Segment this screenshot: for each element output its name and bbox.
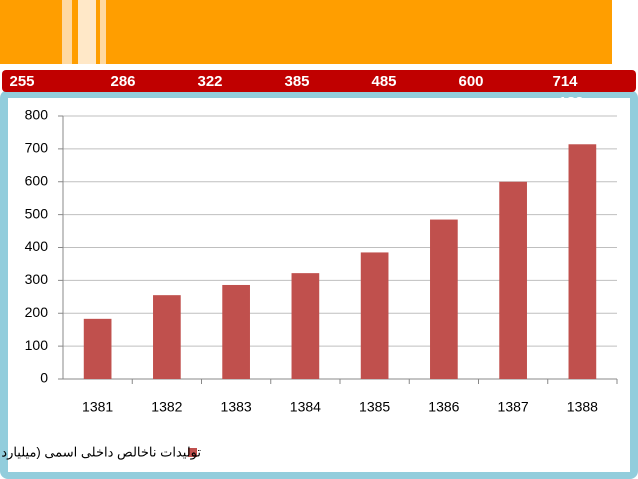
legend-label: تولیدات ناخالص داخلی اسمی (میلیارد افغان… (0, 444, 201, 460)
band-value: 714 (552, 73, 578, 90)
x-tick-label: 1388 (567, 399, 598, 415)
y-tick-label: 200 (25, 304, 49, 320)
y-tick-label: 600 (25, 172, 49, 188)
x-tick-label: 1385 (359, 399, 390, 415)
x-tick-label: 1387 (498, 399, 529, 415)
y-tick-label: 300 (25, 271, 49, 287)
bar (499, 181, 527, 379)
stripe (100, 0, 106, 64)
band-value: 600 (458, 73, 483, 90)
legend-swatch (188, 448, 197, 457)
stripe (62, 0, 72, 64)
y-tick-label: 400 (25, 238, 49, 254)
bar (291, 273, 320, 379)
x-tick-label: 1384 (290, 399, 321, 415)
y-tick-label: 800 (25, 107, 49, 123)
bar (83, 318, 112, 379)
x-tick-label: 1381 (82, 399, 113, 415)
band-value: 183 (558, 94, 583, 111)
band-value: 322 (197, 73, 222, 90)
y-tick-label: 100 (25, 337, 49, 353)
value-band (2, 70, 636, 92)
y-tick-label: 500 (25, 205, 49, 221)
band-value: 286 (110, 73, 135, 90)
y-tick-label: 700 (25, 140, 49, 156)
stripe (78, 0, 96, 64)
band-value: 485 (371, 73, 396, 90)
x-tick-label: 1383 (221, 399, 252, 415)
bar (222, 284, 250, 379)
x-tick-label: 1386 (428, 399, 459, 415)
x-tick-label: 1382 (151, 399, 182, 415)
bar (360, 252, 389, 379)
band-value: 385 (284, 73, 309, 90)
y-tick-label: 0 (40, 370, 48, 386)
bar (430, 219, 458, 379)
bar (568, 144, 597, 379)
value-band-labels: 255 286 322 385 485 600 714 183 (9, 73, 583, 111)
band-value: 255 (9, 73, 34, 90)
bar (153, 295, 181, 379)
